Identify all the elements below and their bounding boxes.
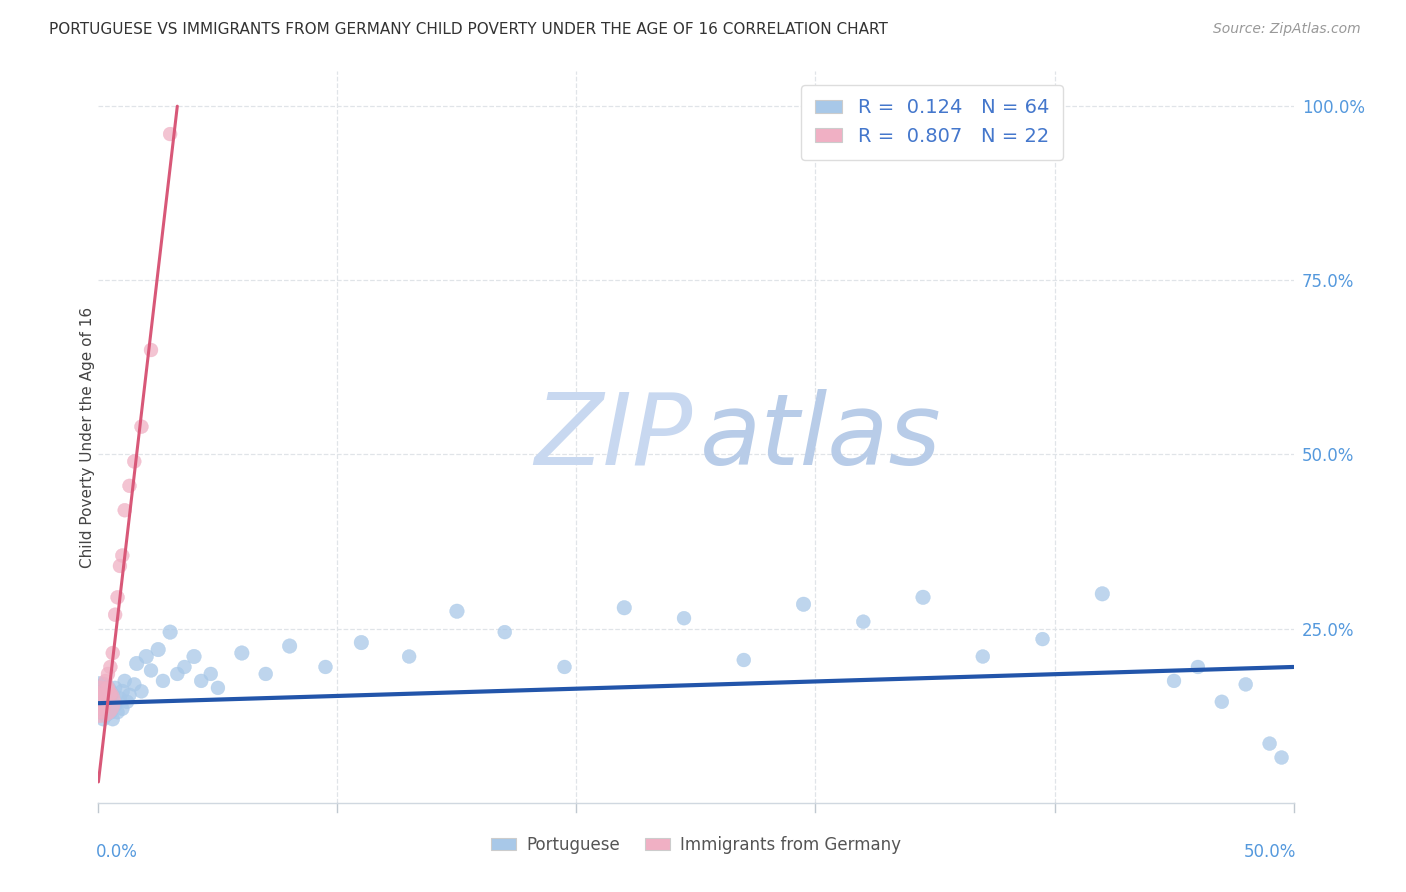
Y-axis label: Child Poverty Under the Age of 16: Child Poverty Under the Age of 16 (80, 307, 94, 567)
Point (101, 646, 124, 660)
Point (101, 712, 124, 726)
Point (613, 600, 636, 615)
Point (398, 649, 420, 664)
Point (207, 681, 229, 695)
Point (1091, 587, 1114, 601)
Point (118, 688, 141, 702)
Point (972, 649, 994, 664)
Point (911, 591, 934, 605)
Point (98, 688, 122, 702)
Point (135, 649, 157, 664)
Point (94, 691, 117, 706)
Point (1211, 695, 1233, 709)
Point (315, 660, 337, 674)
Point (94, 681, 117, 695)
Point (91, 712, 114, 726)
Point (90, 705, 112, 719)
Point (91, 688, 114, 702)
Point (1271, 750, 1294, 764)
Point (98, 684, 122, 698)
Point (94, 673, 117, 688)
Point (1258, 737, 1281, 751)
Legend: Portuguese, Immigrants from Germany: Portuguese, Immigrants from Germany (485, 829, 907, 860)
Point (554, 660, 576, 674)
Point (98, 660, 122, 674)
Point (673, 611, 696, 625)
Point (793, 597, 815, 611)
Point (131, 684, 153, 698)
Point (107, 705, 129, 719)
Point (1234, 677, 1257, 691)
Point (104, 681, 127, 695)
Point (446, 604, 468, 618)
Point (94, 708, 117, 723)
Point (278, 639, 301, 653)
Point (152, 673, 174, 688)
Point (148, 642, 170, 657)
Text: Source: ZipAtlas.com: Source: ZipAtlas.com (1213, 22, 1361, 37)
Point (1032, 632, 1054, 646)
Point (114, 673, 136, 688)
Text: 0.0%: 0.0% (96, 843, 138, 861)
Point (108, 558, 131, 573)
Point (159, 625, 181, 640)
Point (111, 702, 134, 716)
Point (111, 549, 134, 563)
Point (91, 677, 114, 691)
Point (200, 667, 222, 681)
Point (159, 127, 181, 141)
Point (131, 419, 153, 434)
Point (90, 695, 112, 709)
Point (166, 667, 188, 681)
Point (124, 677, 146, 691)
Point (733, 653, 755, 667)
Point (104, 698, 127, 713)
Point (183, 649, 205, 664)
Point (104, 607, 127, 622)
Text: 50.0%: 50.0% (1243, 843, 1296, 861)
Point (91, 684, 114, 698)
Point (114, 503, 136, 517)
Point (254, 667, 277, 681)
Point (94, 695, 117, 709)
Point (852, 615, 875, 629)
Point (139, 343, 162, 357)
Point (91, 684, 114, 698)
Text: ZIP: ZIP (534, 389, 692, 485)
Point (98, 705, 122, 719)
Point (118, 479, 141, 493)
Text: PORTUGUESE VS IMMIGRANTS FROM GERMANY CHILD POVERTY UNDER THE AGE OF 16 CORRELAT: PORTUGUESE VS IMMIGRANTS FROM GERMANY CH… (49, 22, 889, 37)
Point (139, 664, 162, 678)
Point (91, 702, 114, 716)
Point (97, 688, 120, 702)
Point (108, 691, 131, 706)
Point (89, 688, 111, 702)
Point (125, 657, 148, 671)
Point (98, 695, 122, 709)
Text: atlas: atlas (700, 389, 941, 485)
Point (101, 688, 124, 702)
Point (1187, 660, 1209, 674)
Point (173, 660, 195, 674)
Point (494, 625, 516, 640)
Point (231, 646, 253, 660)
Point (97, 667, 120, 681)
Point (1163, 673, 1185, 688)
Point (90, 705, 112, 719)
Point (107, 591, 129, 605)
Point (350, 635, 373, 649)
Point (115, 695, 138, 709)
Point (190, 673, 212, 688)
Point (97, 681, 120, 695)
Point (89, 695, 111, 709)
Point (93, 698, 115, 713)
Point (97, 702, 120, 716)
Point (124, 454, 146, 468)
Point (111, 684, 134, 698)
